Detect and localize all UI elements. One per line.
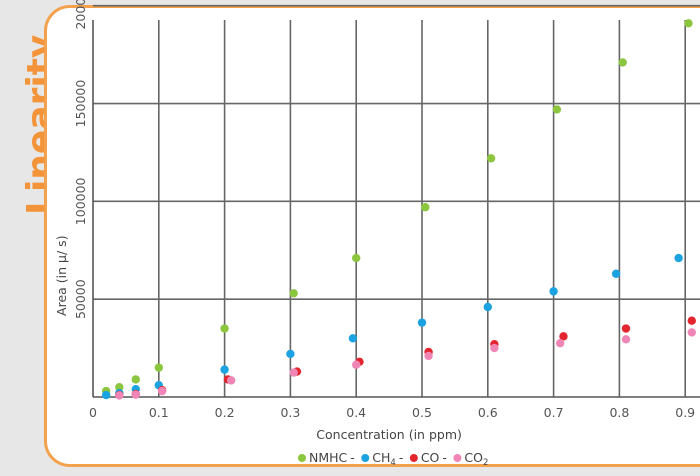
x-tick-label: 0.2 bbox=[215, 405, 235, 420]
x-tick-label: 0.7 bbox=[544, 405, 564, 420]
data-point-ch4 bbox=[417, 318, 427, 327]
data-point-nmhc bbox=[486, 154, 496, 163]
data-point-co2 bbox=[115, 391, 124, 400]
data-point-nmhc bbox=[552, 105, 562, 114]
data-point-co2 bbox=[352, 360, 361, 369]
data-point-nmhc bbox=[618, 58, 627, 67]
x-tick-label: 0.8 bbox=[609, 405, 629, 420]
x-tick-label: 0.9 bbox=[675, 405, 695, 420]
legend-label-ch4: CH4 bbox=[372, 450, 396, 468]
y-tick-label: 100000 bbox=[73, 177, 88, 225]
legend-marker-co bbox=[409, 454, 418, 462]
chart-legend: NMHC - CH4- CO - CO2 bbox=[298, 450, 488, 468]
data-point-co2 bbox=[289, 368, 298, 377]
legend-separator: - bbox=[442, 450, 447, 465]
y-tick-label: 150000 bbox=[73, 80, 88, 128]
data-point-co2 bbox=[490, 343, 499, 353]
y-axis-title: Area (in µ/ s) bbox=[54, 235, 69, 316]
legend-marker-nmhc bbox=[298, 454, 306, 462]
data-point-co2 bbox=[555, 338, 565, 348]
data-point-co bbox=[559, 332, 568, 341]
legend-separator: - bbox=[399, 450, 404, 465]
x-tick-label: 0.3 bbox=[280, 405, 300, 420]
chart-frame bbox=[44, 5, 700, 467]
legend-marker-co2 bbox=[453, 454, 462, 462]
data-point-ch4 bbox=[611, 269, 621, 278]
y-tick-label: 50000 bbox=[73, 279, 88, 319]
data-point-nmhc bbox=[352, 253, 361, 263]
data-point-ch4 bbox=[220, 365, 229, 374]
data-point-nmhc bbox=[684, 19, 693, 28]
data-point-nmhc bbox=[115, 383, 124, 392]
data-point-co bbox=[687, 316, 696, 325]
data-point-co2 bbox=[226, 376, 236, 385]
legend-separator: - bbox=[350, 450, 355, 465]
data-point-ch4 bbox=[286, 349, 295, 359]
data-point-nmhc bbox=[220, 324, 229, 333]
data-point-co bbox=[621, 324, 631, 333]
data-point-nmhc bbox=[154, 363, 163, 372]
data-point-co2 bbox=[687, 328, 696, 337]
x-tick-label: 0.6 bbox=[478, 405, 498, 420]
data-point-ch4 bbox=[348, 334, 358, 343]
data-point-nmhc bbox=[421, 203, 430, 212]
legend-label-co: CO bbox=[421, 450, 440, 465]
x-tick-label: 0 bbox=[89, 405, 97, 420]
legend-label-nmhc: NMHC bbox=[309, 450, 348, 465]
legend-label-co2: CO2 bbox=[464, 450, 488, 468]
data-point-ch4 bbox=[549, 287, 558, 296]
x-axis-title: Concentration (in ppm) bbox=[316, 427, 462, 442]
data-point-co2 bbox=[621, 335, 631, 344]
data-point-co2 bbox=[424, 351, 433, 361]
data-point-nmhc bbox=[289, 289, 298, 298]
data-point-ch4 bbox=[483, 302, 492, 312]
legend-marker-ch4 bbox=[361, 454, 370, 462]
data-point-nmhc bbox=[131, 375, 140, 384]
x-tick-label: 0.1 bbox=[149, 405, 169, 420]
data-point-ch4 bbox=[674, 253, 683, 263]
y-tick-label: 200000 bbox=[73, 0, 88, 30]
data-point-co2 bbox=[157, 386, 167, 396]
x-tick-label: 0.5 bbox=[412, 405, 432, 420]
data-point-ch4 bbox=[101, 390, 111, 400]
data-point-co2 bbox=[131, 390, 140, 399]
x-tick-label: 0.4 bbox=[346, 405, 366, 420]
